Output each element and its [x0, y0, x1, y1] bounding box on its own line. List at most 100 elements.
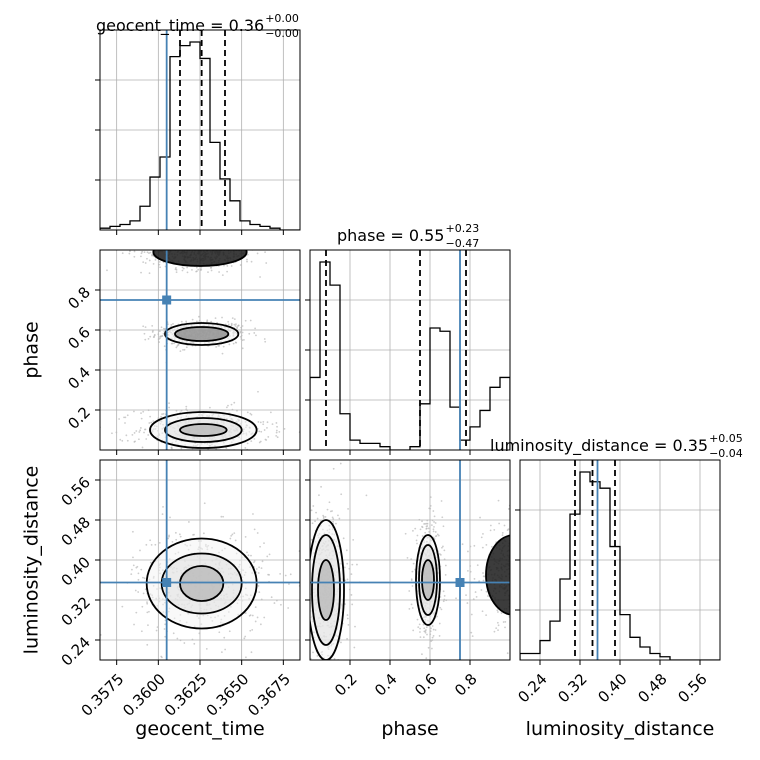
sample-point: [198, 315, 200, 318]
sample-point: [495, 627, 498, 630]
sample-point: [340, 493, 343, 496]
sample-point: [208, 243, 210, 245]
sample-point: [475, 595, 478, 598]
sample-point: [234, 539, 237, 542]
sample-point: [430, 524, 433, 527]
sample-point: [312, 662, 314, 664]
sample-point: [196, 240, 198, 242]
panel-geocent_time-phase: [100, 233, 300, 450]
sample-point: [514, 632, 516, 634]
sample-point: [218, 247, 220, 249]
sample-point: [239, 335, 242, 338]
sample-point: [524, 599, 526, 601]
sample-point: [329, 510, 332, 513]
sample-point: [175, 245, 177, 247]
sample-point: [337, 514, 339, 517]
sample-point: [183, 642, 186, 644]
sample-point: [439, 674, 441, 676]
sample-point: [237, 247, 239, 249]
sample-point: [250, 440, 253, 442]
sample-point: [535, 576, 537, 578]
sample-point: [133, 250, 136, 253]
sample-point: [241, 347, 244, 350]
sample-point: [528, 538, 530, 540]
sample-point: [157, 244, 159, 246]
sample-point: [533, 577, 535, 579]
sample-point: [408, 607, 411, 610]
sample-point: [264, 340, 267, 343]
sample-point: [131, 568, 133, 571]
sample-point: [128, 252, 131, 255]
sample-point: [240, 334, 243, 337]
sample-point: [140, 252, 143, 255]
sample-point: [249, 629, 252, 632]
sample-point: [229, 537, 232, 540]
sample-point: [263, 542, 265, 545]
sample-point: [131, 243, 133, 245]
sample-point: [433, 525, 435, 528]
sample-point: [438, 553, 441, 555]
sample-point: [180, 247, 182, 249]
sample-point: [201, 237, 203, 239]
sample-point: [346, 637, 348, 640]
y-axis-label-phase: phase: [21, 321, 43, 378]
sample-point: [513, 600, 515, 602]
x-tick-label: 0.24: [514, 670, 550, 706]
sample-point: [525, 566, 527, 568]
sample-point: [345, 666, 347, 668]
sample-point: [525, 595, 527, 597]
sample-point: [332, 520, 334, 523]
sample-point: [283, 428, 286, 430]
sample-point: [202, 239, 204, 241]
sample-point: [176, 637, 179, 640]
sample-point: [353, 646, 356, 649]
sample-point: [146, 611, 149, 614]
sample-point: [553, 553, 555, 555]
sample-point: [515, 580, 517, 582]
sample-point: [497, 611, 499, 613]
sample-point: [195, 247, 197, 249]
sample-point: [154, 543, 157, 546]
sample-point: [262, 423, 265, 426]
sample-point: [524, 594, 526, 596]
sample-point: [253, 332, 256, 334]
sample-point: [338, 702, 340, 704]
sample-point: [522, 577, 524, 579]
sample-point: [522, 581, 524, 583]
sample-point: [214, 241, 216, 243]
title-phase: phase = 0.55 +0.23 −0.47: [337, 222, 479, 250]
sample-point: [529, 511, 531, 513]
title-text: geocent_time = 0.36: [96, 16, 264, 36]
sample-point: [430, 627, 432, 630]
sample-point: [307, 568, 309, 570]
sample-point: [517, 569, 519, 571]
sample-point: [179, 350, 182, 353]
sample-point: [524, 548, 526, 550]
sample-point: [207, 271, 209, 274]
sample-point: [239, 242, 241, 244]
sample-point: [266, 555, 269, 558]
sample-point: [318, 494, 320, 497]
sample-point: [489, 524, 492, 527]
sample-point: [192, 533, 194, 536]
sample-point: [482, 572, 484, 574]
sample-point: [221, 235, 223, 237]
sample-point: [517, 536, 519, 538]
sample-point: [535, 581, 537, 583]
sample-point: [418, 518, 421, 521]
sample-point: [322, 671, 324, 673]
sample-point: [222, 246, 224, 248]
sample-point: [515, 550, 517, 552]
sample-point: [140, 271, 142, 274]
sample-point: [244, 635, 247, 638]
sample-point: [517, 567, 519, 569]
sample-point: [542, 541, 544, 543]
sample-point: [137, 578, 140, 581]
sample-point: [442, 600, 445, 603]
sample-point: [537, 594, 539, 596]
sample-point: [434, 666, 436, 668]
sample-point: [185, 408, 188, 411]
sample-point: [516, 595, 518, 597]
sample-point: [131, 530, 134, 533]
sample-point: [181, 233, 183, 235]
